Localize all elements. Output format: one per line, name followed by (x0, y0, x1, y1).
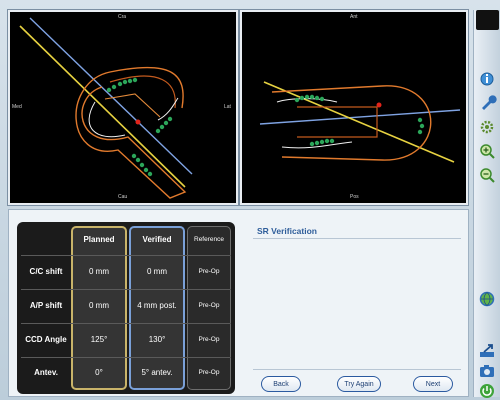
label-caudal: Cau (118, 194, 128, 200)
antev-planned: 0° (95, 368, 103, 378)
camera-icon[interactable] (478, 362, 498, 380)
antev-reference[interactable]: Pre-Op (198, 369, 220, 377)
label-medial: Med (12, 104, 22, 110)
sagittal-render (19, 17, 193, 199)
toolbar-header (476, 10, 499, 30)
verification-panel: Planned Verified Reference C/C shift 0 m… (8, 209, 469, 397)
row-label-ccd-angle: CCD Angle (25, 335, 67, 345)
values-table: Planned Verified Reference C/C shift 0 m… (17, 222, 235, 394)
row-label-cc-shift: C/C shift (29, 267, 63, 277)
reference-column (187, 226, 231, 390)
header-verified: Verified (142, 234, 172, 244)
ap-shift-reference[interactable]: Pre-Op (198, 302, 220, 310)
label-anterior: Ant (350, 14, 358, 20)
try-again-button[interactable]: Try Again (337, 376, 381, 392)
header-planned: Planned (83, 234, 115, 244)
info-icon[interactable] (478, 70, 498, 88)
wrench-icon[interactable] (478, 94, 498, 112)
ccd-angle-reference[interactable]: Pre-Op (198, 336, 220, 344)
zoom-out-icon[interactable] (478, 166, 498, 184)
ccd-angle-planned: 125° (90, 335, 108, 345)
cc-shift-reference[interactable]: Pre-Op (198, 268, 220, 276)
ap-shift-verified: 4 mm post. (137, 301, 177, 311)
row-label-antev: Antev. (34, 368, 58, 378)
divider (253, 369, 461, 370)
cc-shift-planned: 0 mm (89, 267, 109, 277)
side-toolbar (473, 10, 500, 400)
verified-column (129, 226, 185, 390)
zoom-in-icon[interactable] (478, 142, 498, 160)
back-button[interactable]: Back (261, 376, 301, 392)
next-button[interactable]: Next (413, 376, 453, 392)
sagittal-viewport[interactable]: Cra Cau Med Lat (8, 10, 238, 205)
power-icon[interactable] (478, 382, 498, 400)
axial-render (259, 81, 461, 163)
label-posterior: Pos (350, 194, 359, 200)
label-cranial: Cra (118, 14, 127, 20)
ap-shift-planned: 0 mm (89, 301, 109, 311)
export-icon[interactable] (478, 342, 498, 360)
settings-icon[interactable] (478, 118, 498, 136)
antev-verified: 5° antev. (141, 368, 173, 378)
axial-viewport[interactable]: Ant Pos (240, 10, 468, 205)
ccd-angle-verified: 130° (148, 335, 166, 345)
verification-title: SR Verification (257, 226, 317, 236)
globe-icon[interactable] (478, 290, 498, 308)
divider (253, 238, 461, 239)
cc-shift-verified: 0 mm (147, 267, 167, 277)
planned-column (71, 226, 127, 390)
row-label-ap-shift: A/P shift (29, 301, 63, 311)
label-lateral: Lat (224, 104, 231, 110)
header-reference: Reference (194, 235, 224, 243)
